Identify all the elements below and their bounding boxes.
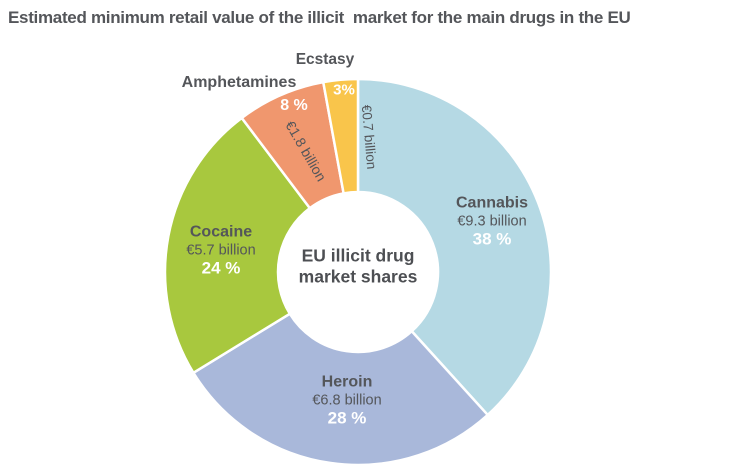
segment-percent: 24 % bbox=[201, 258, 241, 278]
chart-title: Estimated minimum retail value of the il… bbox=[8, 8, 631, 27]
segment-label-heroin: Heroin €6.8 billion 28 % bbox=[312, 373, 381, 428]
segment-label-cannabis: Cannabis €9.3 billion 38 % bbox=[456, 194, 528, 249]
segment-cocaine bbox=[163, 116, 312, 375]
center-label-line1: EU illicit drug bbox=[301, 245, 415, 266]
segment-value: €6.8 billion bbox=[312, 392, 382, 409]
segment-cannabis bbox=[356, 77, 553, 417]
segment-percent-ecstasy: 3% bbox=[333, 81, 355, 99]
center-label-line2: market shares bbox=[298, 266, 418, 286]
segment-percent: 28 % bbox=[327, 408, 367, 428]
segment-label-amphetamines: Amphetamines bbox=[181, 74, 297, 91]
donut-center-label: EU illicit drug market shares bbox=[299, 245, 418, 286]
segment-name: Cocaine bbox=[189, 223, 253, 241]
segment-heroin bbox=[192, 312, 489, 467]
segment-ecstasy bbox=[322, 77, 360, 195]
segment-value: €5.7 billion bbox=[186, 242, 256, 259]
segment-label-cocaine: Cocaine €5.7 billion 24 % bbox=[186, 223, 255, 278]
segment-percent-amphetamines: 8 % bbox=[280, 97, 308, 114]
segment-percent: 38 % bbox=[472, 229, 512, 249]
segment-name: Cannabis bbox=[455, 194, 529, 212]
segment-value: €9.3 billion bbox=[457, 213, 527, 230]
segment-label-ecstasy: Ecstasy bbox=[295, 51, 355, 68]
segment-name: Heroin bbox=[321, 373, 373, 391]
